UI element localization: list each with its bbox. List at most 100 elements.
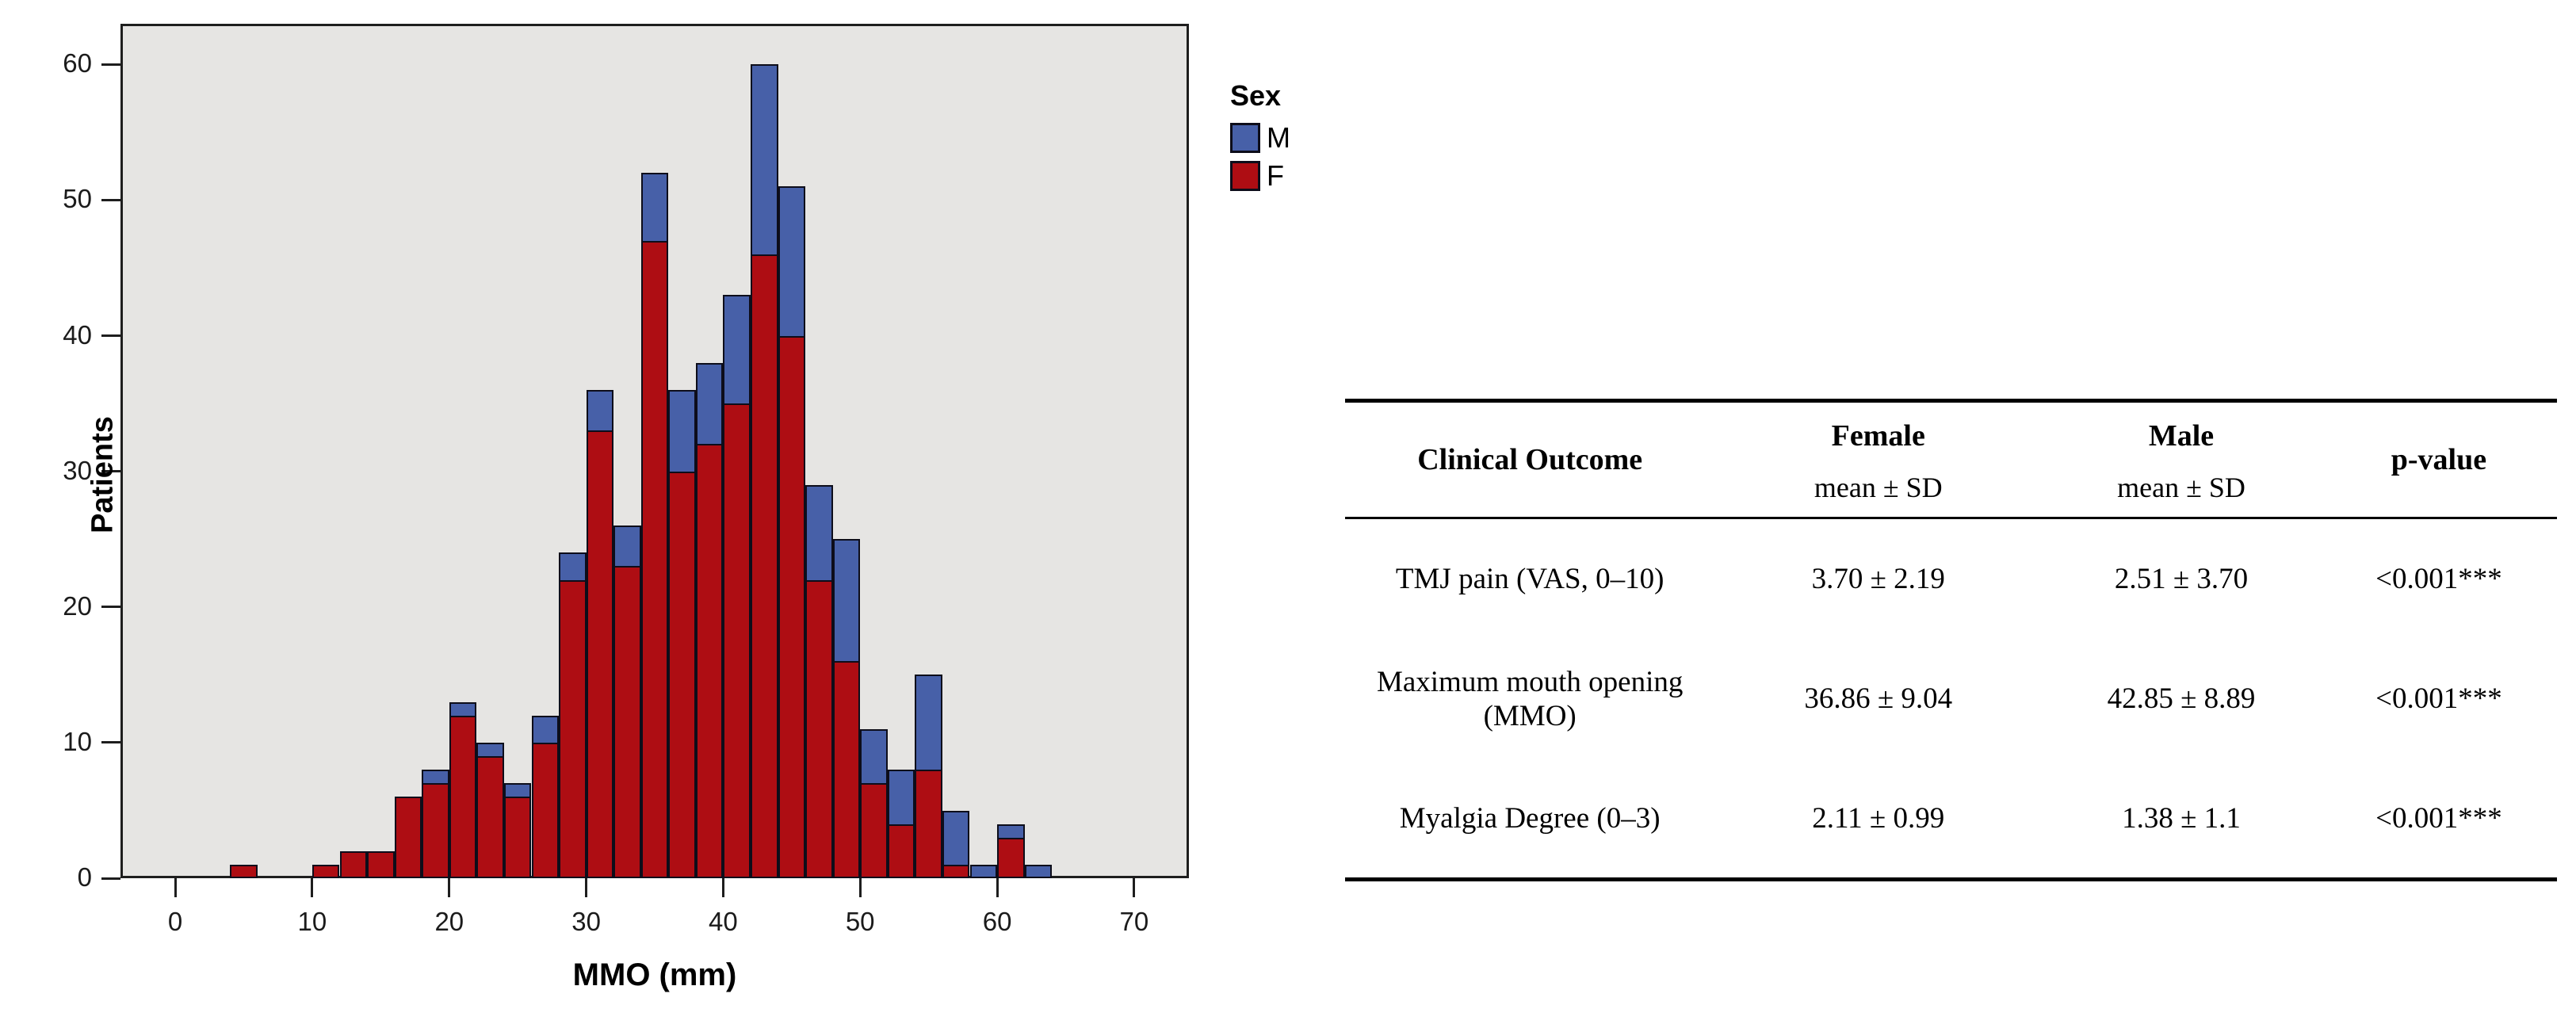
histogram-bar-male: [531, 715, 560, 744]
histogram-bar-male: [832, 539, 861, 663]
outcome-label: Myalgia Degree (0–3): [1399, 801, 1661, 835]
y-axis-tick: [101, 877, 120, 880]
histogram-bar-female: [230, 864, 258, 878]
histogram-bar-male: [915, 675, 942, 772]
histogram-bar-female: [668, 471, 696, 878]
outcome-label: TMJ pain (VAS, 0–10): [1395, 562, 1664, 595]
header-male-meansd: mean ± SD: [2117, 472, 2245, 503]
plot-area: 0 10 20 30 40 50 60 70 0 10 20 30 40 50 60 Patients MM…: [63, 24, 1189, 992]
male-value: 42.85 ± 8.89: [2107, 682, 2256, 715]
pvalue-value: <0.001***: [2375, 562, 2502, 595]
histogram-bar-female: [311, 864, 340, 878]
histogram-bar-female: [422, 783, 449, 878]
bars-layer: [120, 24, 1189, 878]
histogram-bar-male: [778, 186, 806, 338]
histogram-bar-female: [503, 797, 532, 878]
histogram-bar-male: [860, 728, 888, 785]
x-axis-tick: [311, 878, 314, 897]
histogram-bar-female: [778, 335, 806, 878]
histogram-bar-female: [449, 715, 477, 878]
y-tick-label: 60: [63, 48, 92, 78]
header-female-meansd: mean ± SD: [1814, 472, 1943, 503]
y-tick-label: 20: [63, 590, 92, 621]
x-axis-tick: [721, 878, 724, 897]
histogram-bar-male: [942, 810, 970, 866]
x-axis-tick: [1133, 878, 1136, 897]
histogram-bar-female: [640, 240, 669, 878]
histogram-bar-male: [449, 701, 477, 717]
histogram-bar-female: [887, 824, 915, 878]
header-male: Male mean ± SD: [2042, 401, 2321, 518]
outcome-label: Maximum mouth opening (MMO): [1376, 665, 1684, 732]
female-value: 3.70 ± 2.19: [1811, 562, 1945, 595]
histogram-bar-male: [723, 295, 751, 406]
histogram-bar-female: [613, 566, 641, 878]
legend-title: Sex: [1230, 79, 1282, 112]
x-axis-tick: [996, 878, 999, 897]
histogram-bar-female: [723, 403, 751, 878]
histogram-bar-female: [942, 864, 970, 878]
y-axis-tick: [101, 741, 120, 744]
y-axis-tick: [101, 198, 120, 201]
histogram-bar-female: [915, 770, 942, 878]
x-tick-label: 50: [845, 907, 875, 936]
histogram-bar-female: [832, 661, 861, 878]
header-male-title: Male: [2148, 419, 2215, 453]
y-tick-label: 30: [63, 455, 92, 485]
y-axis-tick: [101, 470, 120, 473]
histogram-bar-female: [695, 444, 724, 878]
histogram-bar-female: [339, 850, 368, 878]
table-header-row: Clinical Outcome Female mean ± SD Male m…: [1345, 401, 2557, 518]
y-axis-tick: [101, 334, 120, 338]
histogram-bar-male: [640, 173, 669, 243]
y-axis-tick: [101, 63, 120, 66]
legend-item-female: F: [1230, 159, 1290, 192]
legend-label-male: M: [1267, 121, 1290, 154]
histogram-bar-female: [531, 742, 560, 878]
header-clinical-outcome: Clinical Outcome: [1417, 443, 1643, 476]
legend-label-female: F: [1267, 159, 1284, 192]
y-tick-label: 10: [63, 726, 92, 756]
histogram-bar-male: [695, 362, 724, 446]
x-axis-title: MMO (mm): [572, 957, 737, 992]
histogram-bar-female: [751, 254, 778, 878]
y-tick-label: 0: [77, 862, 92, 892]
x-tick-label: 20: [434, 907, 464, 936]
female-color-swatch: [1230, 161, 1260, 191]
histogram-bar-female: [997, 837, 1025, 878]
male-value: 2.51 ± 3.70: [2114, 562, 2249, 595]
x-axis-tick: [585, 878, 588, 897]
x-axis-tick: [858, 878, 862, 897]
histogram-bar-male: [997, 824, 1025, 839]
histogram-bar-male: [1024, 864, 1053, 878]
histogram-bar-male: [613, 526, 641, 568]
y-tick-label: 40: [63, 319, 92, 350]
table-row: Maximum mouth opening (MMO) 36.86 ± 9.04…: [1345, 639, 2557, 759]
histogram-bar-male: [751, 64, 778, 256]
table-row: Myalgia Degree (0–3) 2.11 ± 0.99 1.38 ± …: [1345, 759, 2557, 880]
pvalue-value: <0.001***: [2375, 801, 2502, 835]
male-color-swatch: [1230, 123, 1260, 153]
female-value: 2.11 ± 0.99: [1812, 801, 1945, 835]
histogram-bar-female: [805, 579, 833, 878]
table-row: TMJ pain (VAS, 0–10) 3.70 ± 2.19 2.51 ± …: [1345, 518, 2557, 639]
histogram-bar-male: [805, 484, 833, 582]
histogram-bar-female: [860, 783, 888, 878]
y-axis-tick: [101, 606, 120, 609]
x-tick-label: 30: [571, 907, 601, 936]
header-pvalue: p-value: [2391, 443, 2487, 476]
histogram-bar-female: [367, 850, 395, 878]
x-tick-label: 10: [297, 907, 327, 936]
female-value: 36.86 ± 9.04: [1804, 682, 1953, 715]
histogram-bar-male: [559, 552, 587, 582]
histogram-bar-female: [394, 797, 422, 878]
histogram-bar-male: [586, 390, 614, 433]
x-axis-tick: [174, 878, 177, 897]
header-female: Female mean ± SD: [1714, 401, 2042, 518]
histogram-bar-male: [969, 864, 998, 878]
pvalue-value: <0.001***: [2375, 682, 2502, 715]
x-axis-tick: [448, 878, 451, 897]
header-female-title: Female: [1831, 419, 1925, 453]
legend: Sex M F: [1230, 79, 1290, 198]
